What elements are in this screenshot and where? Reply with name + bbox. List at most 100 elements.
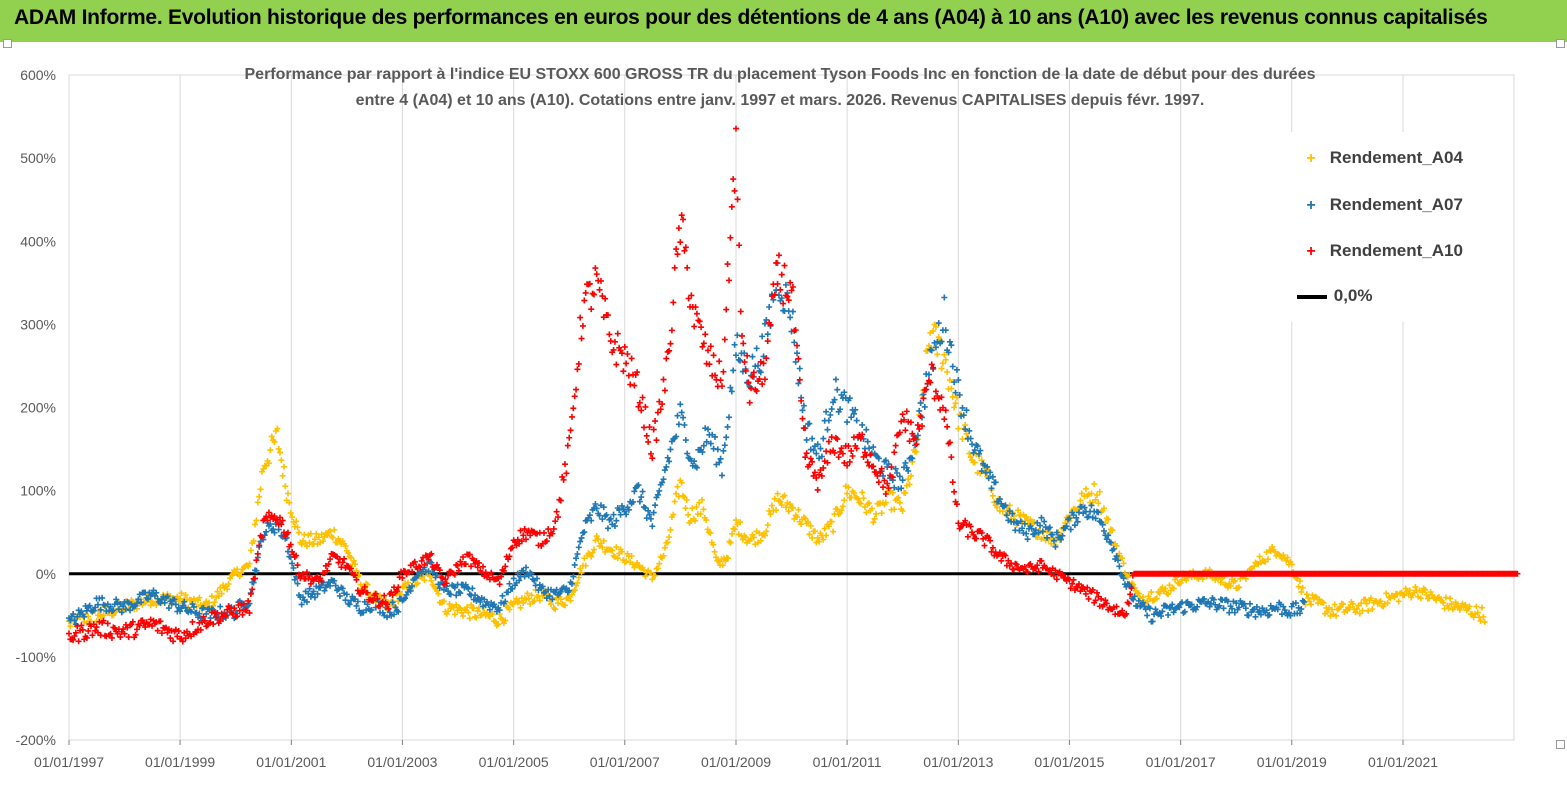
series-point-rendement_a10: [661, 387, 668, 394]
series-point-rendement_a07: [336, 592, 343, 599]
series-point-rendement_a07: [1116, 563, 1123, 570]
series-point-rendement_a07: [1231, 609, 1238, 616]
series-point-rendement_a04: [1269, 543, 1276, 550]
series-point-rendement_a04: [327, 528, 334, 535]
series-point-rendement_a04: [1088, 490, 1095, 497]
series-point-rendement_a04: [623, 558, 630, 565]
series-point-rendement_a04: [781, 492, 788, 499]
series-point-rendement_a04: [1227, 582, 1234, 589]
series-point-rendement_a10: [393, 588, 400, 595]
series-point-rendement_a04: [1303, 591, 1310, 598]
series-point-rendement_a07: [113, 596, 120, 603]
series-point-rendement_a10: [1127, 591, 1134, 598]
series-point-rendement_a10: [324, 567, 331, 574]
series-point-rendement_a10: [352, 572, 359, 579]
series-point-rendement_a07: [578, 534, 585, 541]
series-point-rendement_a04: [1235, 584, 1242, 591]
series-point-rendement_a07: [791, 339, 798, 346]
series-point-rendement_a04: [1165, 591, 1172, 598]
series-point-rendement_a07: [656, 487, 663, 494]
series-point-rendement_a04: [1139, 593, 1146, 600]
series-point-rendement_a04: [963, 430, 970, 437]
series-point-rendement_a04: [599, 544, 606, 551]
series-point-rendement_a10: [93, 624, 100, 631]
series-point-rendement_a07: [332, 582, 339, 589]
series-point-rendement_a04: [440, 598, 447, 605]
series-point-rendement_a04: [278, 457, 285, 464]
series-point-rendement_a07: [704, 426, 711, 433]
series-point-rendement_a07: [1023, 530, 1030, 537]
series-point-rendement_a04: [1402, 585, 1409, 592]
series-point-rendement_a10: [509, 544, 516, 551]
series-point-rendement_a07: [935, 320, 942, 327]
series-point-rendement_a10: [756, 376, 763, 383]
series-point-rendement_a10: [606, 331, 613, 338]
series-point-rendement_a10: [85, 627, 92, 634]
series-point-rendement_a10: [681, 247, 688, 254]
series-point-rendement_a04: [250, 537, 257, 544]
series-point-rendement_a10: [803, 450, 810, 457]
series-point-rendement_a10: [867, 451, 874, 458]
series-point-rendement_a07: [97, 606, 104, 613]
series-point-rendement_a04: [293, 518, 300, 525]
series-point-rendement_a07: [275, 526, 282, 533]
series-point-rendement_a04: [941, 351, 948, 358]
series-point-rendement_a04: [887, 488, 894, 495]
series-point-rendement_a04: [902, 489, 909, 496]
series-point-rendement_a10: [193, 629, 200, 636]
series-point-rendement_a10: [293, 552, 300, 559]
series-point-rendement_a04: [664, 539, 671, 546]
x-tick-label: 01/01/2007: [590, 754, 660, 770]
series-point-rendement_a04: [246, 560, 253, 567]
series-point-rendement_a07: [949, 363, 956, 370]
series-point-rendement_a10: [796, 376, 803, 383]
series-point-rendement_a07: [165, 605, 172, 612]
series-point-rendement_a10: [586, 280, 593, 287]
series-point-rendement_a07: [684, 450, 691, 457]
series-point-rendement_a04: [670, 511, 677, 518]
series-point-rendement_a10: [593, 271, 600, 278]
series-point-rendement_a04: [303, 543, 310, 550]
series-point-rendement_a07: [110, 607, 117, 614]
series-point-rendement_a07: [928, 347, 935, 354]
series-point-rendement_a10: [942, 407, 949, 414]
series-point-rendement_a07: [588, 517, 595, 524]
series-point-rendement_a07: [731, 341, 738, 348]
series-point-rendement_a10: [409, 568, 416, 575]
series-point-rendement_a07: [440, 586, 447, 593]
series-point-rendement_a10: [706, 361, 713, 368]
series-point-rendement_a07: [932, 344, 939, 351]
legend-line-zero: [1297, 294, 1327, 299]
series-point-rendement_a10: [543, 538, 550, 545]
series-point-rendement_a10: [896, 429, 903, 436]
series-point-rendement_a07: [364, 601, 371, 608]
legend-label-a07: Rendement_A07: [1329, 195, 1463, 214]
series-point-rendement_a04: [613, 544, 620, 551]
report-title: ADAM Informe. Evolution historique des p…: [14, 6, 1488, 29]
chart-title-line-1: Performance par rapport à l'indice EU ST…: [244, 66, 1316, 83]
series-point-rendement_a07: [875, 455, 882, 462]
series-point-rendement_a10: [353, 576, 360, 583]
series-point-rendement_a04: [267, 447, 274, 454]
series-point-rendement_a07: [505, 589, 512, 596]
series-point-rendement_a10: [739, 332, 745, 339]
series-point-rendement_a04: [642, 573, 649, 580]
series-point-rendement_a07: [984, 463, 991, 470]
series-point-rendement_a07: [1206, 603, 1213, 610]
series-point-rendement_a07: [1253, 603, 1260, 610]
series-point-rendement_a07: [1105, 532, 1112, 539]
series-point-rendement_a04: [719, 562, 726, 569]
series-point-rendement_a07: [1146, 605, 1153, 612]
series-point-rendement_a10: [671, 264, 678, 271]
series-point-rendement_a10: [764, 338, 771, 345]
series-point-rendement_a10: [794, 342, 801, 349]
series-point-rendement_a10: [859, 431, 866, 438]
series-point-rendement_a04: [674, 483, 681, 490]
series-point-rendement_a07: [120, 603, 127, 610]
series-point-rendement_a07: [903, 464, 910, 471]
series-point-rendement_a07: [457, 590, 464, 597]
series-point-rendement_a04: [1480, 613, 1487, 620]
series-point-rendement_a07: [1245, 612, 1252, 619]
series-point-rendement_a10: [663, 355, 670, 362]
series-point-rendement_a04: [557, 596, 564, 603]
